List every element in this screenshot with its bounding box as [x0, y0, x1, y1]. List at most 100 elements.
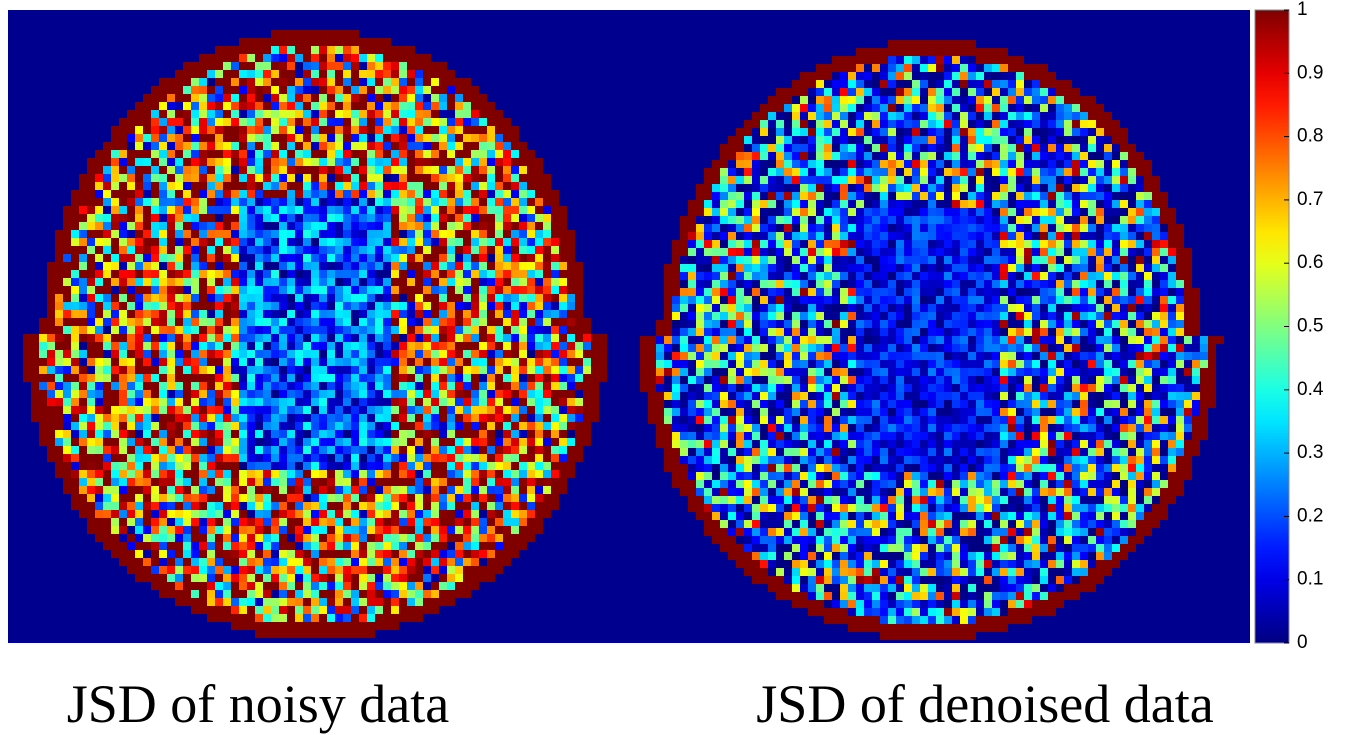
map-cell: [87, 454, 95, 462]
map-cell: [335, 182, 343, 190]
map-cell: [455, 342, 463, 350]
map-cell: [487, 158, 495, 166]
map-cell: [63, 430, 71, 438]
map-cell: [135, 206, 143, 214]
map-cell: [391, 270, 399, 278]
map-cell: [1024, 72, 1032, 80]
map-cell: [487, 246, 495, 254]
map-cell: [247, 86, 255, 94]
map-cell: [567, 246, 575, 254]
map-cell: [199, 414, 207, 422]
map-cell: [383, 118, 391, 126]
map-cell: [335, 118, 343, 126]
map-cell: [223, 462, 231, 470]
map-cell: [31, 390, 39, 398]
map-cell: [535, 198, 543, 206]
map-cell: [431, 110, 439, 118]
map-cell: [880, 56, 888, 64]
map-cell: [191, 334, 199, 342]
map-cell: [1064, 88, 1072, 96]
map-cell: [239, 166, 247, 174]
map-cell: [327, 30, 335, 38]
map-cell: [231, 502, 239, 510]
map-cell: [135, 574, 143, 582]
map-cell: [391, 150, 399, 158]
map-cell: [343, 366, 351, 374]
map-cell: [151, 430, 159, 438]
map-cell: [1008, 152, 1016, 160]
map-cell: [527, 158, 535, 166]
map-cell: [864, 136, 872, 144]
map-cell: [191, 574, 199, 582]
map-cell: [503, 502, 511, 510]
map-cell: [928, 64, 936, 72]
map-cell: [399, 582, 407, 590]
map-cell: [1056, 88, 1064, 96]
map-cell: [904, 72, 912, 80]
map-cell: [407, 142, 415, 150]
map-cell: [495, 238, 503, 246]
map-cell: [303, 630, 311, 638]
map-cell: [167, 406, 175, 414]
map-cell: [111, 478, 119, 486]
map-cell: [447, 558, 455, 566]
map-cell: [415, 198, 423, 206]
map-cell: [95, 462, 103, 470]
map-cell: [167, 198, 175, 206]
map-cell: [303, 118, 311, 126]
map-cell: [287, 254, 295, 262]
map-cell: [407, 494, 415, 502]
map-cell: [167, 118, 175, 126]
map-cell: [199, 262, 207, 270]
map-cell: [383, 606, 391, 614]
map-cell: [319, 70, 327, 78]
map-cell: [351, 518, 359, 526]
map-cell: [375, 222, 383, 230]
map-cell: [976, 72, 984, 80]
map-cell: [199, 142, 207, 150]
map-cell: [888, 144, 896, 152]
map-cell: [255, 166, 263, 174]
map-cell: [1128, 152, 1136, 160]
map-cell: [511, 206, 519, 214]
map-cell: [495, 422, 503, 430]
map-cell: [415, 278, 423, 286]
map-cell: [375, 294, 383, 302]
map-cell: [463, 262, 471, 270]
map-cell: [247, 430, 255, 438]
map-cell: [375, 534, 383, 542]
map-cell: [391, 166, 399, 174]
map-cell: [303, 614, 311, 622]
map-cell: [920, 120, 928, 128]
map-cell: [175, 406, 183, 414]
map-cell: [255, 518, 263, 526]
map-cell: [143, 222, 151, 230]
map-cell: [311, 366, 319, 374]
map-cell: [327, 406, 335, 414]
map-cell: [519, 430, 527, 438]
map-cell: [199, 222, 207, 230]
map-cell: [415, 366, 423, 374]
map-cell: [167, 190, 175, 198]
map-cell: [287, 558, 295, 566]
map-cell: [375, 454, 383, 462]
map-cell: [223, 486, 231, 494]
map-cell: [1000, 152, 1008, 160]
map-cell: [183, 302, 191, 310]
map-cell: [167, 278, 175, 286]
map-cell: [375, 478, 383, 486]
map-cell: [503, 278, 511, 286]
map-cell: [463, 470, 471, 478]
map-cell: [303, 334, 311, 342]
map-cell: [335, 510, 343, 518]
map-cell: [1120, 136, 1128, 144]
map-cell: [191, 414, 199, 422]
map-cell: [359, 342, 367, 350]
map-cell: [872, 136, 880, 144]
map-cell: [399, 350, 407, 358]
map-cell: [47, 374, 55, 382]
map-cell: [359, 390, 367, 398]
map-cell: [71, 422, 79, 430]
map-cell: [527, 190, 535, 198]
map-cell: [95, 342, 103, 350]
